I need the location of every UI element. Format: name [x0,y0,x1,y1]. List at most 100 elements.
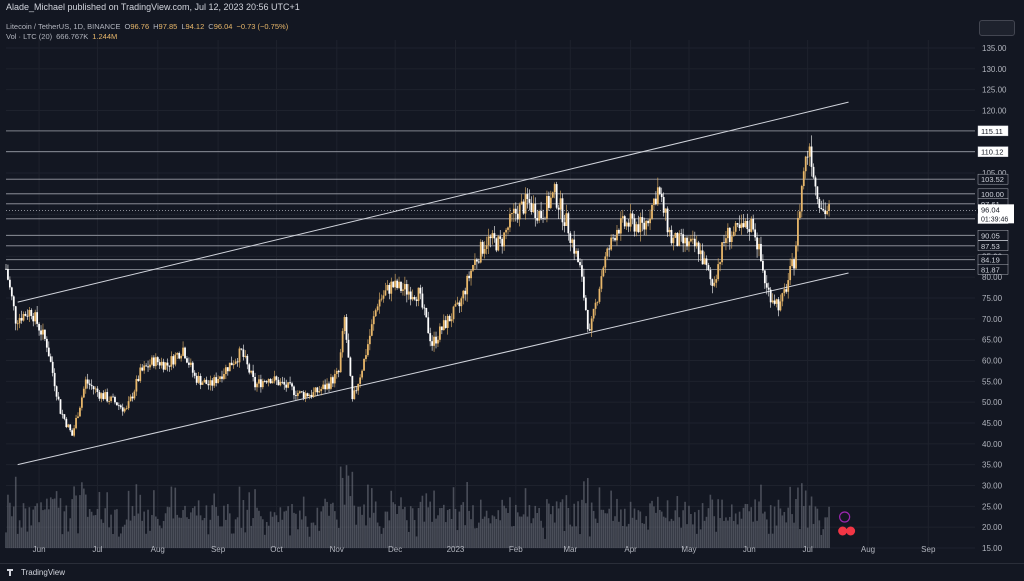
volume-bar [690,513,692,548]
volume-bar [227,504,229,548]
x-tick-label: Aug [861,545,875,554]
tradingview-icon [7,569,18,576]
candle-down [429,333,432,342]
tradingview-logo[interactable]: TradingView [7,568,65,577]
candle-up [789,266,792,281]
candle-up [653,198,655,205]
candle-down [259,379,262,388]
candle-down [557,207,560,210]
candle-down [221,376,223,379]
candle-down [413,297,416,300]
candle-up [454,303,457,307]
volume-bar [281,519,284,548]
volume-bar [812,523,815,548]
candle-up [703,258,706,265]
volume-bar [256,507,258,548]
candle-up [357,383,360,391]
volume-bar [752,521,754,548]
candle-down [618,229,620,234]
candle-down [680,233,683,235]
publish-info: Alade_Michael published on TradingView.c… [6,2,300,12]
volume-bar [750,507,753,548]
candle-up [164,362,167,370]
price-level-tags: 115.11110.12103.52100.0097.6194.0190.058… [6,125,1014,275]
close-label: C [208,22,214,31]
candle-up [203,379,206,383]
candle-up [721,242,723,263]
candle-down [660,193,663,198]
y-tick-label: 80.00 [982,273,1003,282]
candle-down [666,208,669,233]
volume-bar [483,516,486,548]
candle-up [343,317,346,332]
candle-up [781,293,784,302]
candle-down [345,317,348,340]
candle-down [501,238,504,247]
volume-bar [764,511,766,548]
level-tag-label: 97.61 [981,200,1000,209]
candle-up [330,377,332,389]
candle-up [485,245,488,249]
volume-bar [503,505,505,548]
candle-down [495,238,498,251]
candle-up [596,301,599,303]
candle-down [738,224,741,228]
volume-bar [507,512,509,548]
volume-bar [551,505,554,548]
candle-up [688,241,690,247]
candle-up [684,237,686,244]
candle-down [614,238,616,241]
volume-bar [655,512,657,548]
candle-down [528,199,531,203]
volume-bar [299,510,301,548]
candle-up [695,242,698,247]
candle-down [240,348,243,350]
volume-bar [795,499,797,548]
candle-down [310,394,313,397]
volume-bar [585,503,587,548]
candle-down [302,392,305,398]
candle-up [713,282,716,286]
candle-up [361,370,363,378]
volume-bar [695,533,698,548]
y-tick-label: 50.00 [982,398,1003,407]
volume-bar [649,503,651,548]
volume-bar [108,527,110,548]
volume-bar [191,508,194,548]
candle-up [590,318,593,331]
volume-bar [448,508,451,548]
candle-up [390,281,393,294]
candle-down [131,396,134,399]
volume-bar [9,502,11,548]
volume-bar [715,531,718,548]
candle-down [324,384,327,390]
volume-bar [664,517,667,548]
volume-bar [479,499,482,548]
candle-down [65,418,68,428]
volume-bar [223,505,225,548]
candle-down [337,370,340,373]
candle-up [127,401,130,409]
candle-up [213,377,216,386]
event-icons[interactable] [838,511,856,536]
volume-bar [746,504,749,548]
candle-down [158,362,161,366]
candle-down [116,402,118,406]
channel-lower-line [17,272,849,466]
candle-up [594,302,597,309]
candle-up [802,171,805,187]
volume-bar [653,506,655,548]
volume-bar [444,522,447,548]
candle-down [53,372,56,387]
candle-up [800,186,803,212]
candle-up [279,381,282,386]
volume-bar [806,527,809,548]
volume-bar [328,515,330,548]
lightning-icon [839,511,851,523]
candle-up [370,324,373,336]
chart-control-box[interactable] [979,20,1015,36]
volume-bar [779,508,782,548]
volume-bar [604,513,607,548]
candle-down [92,386,95,390]
